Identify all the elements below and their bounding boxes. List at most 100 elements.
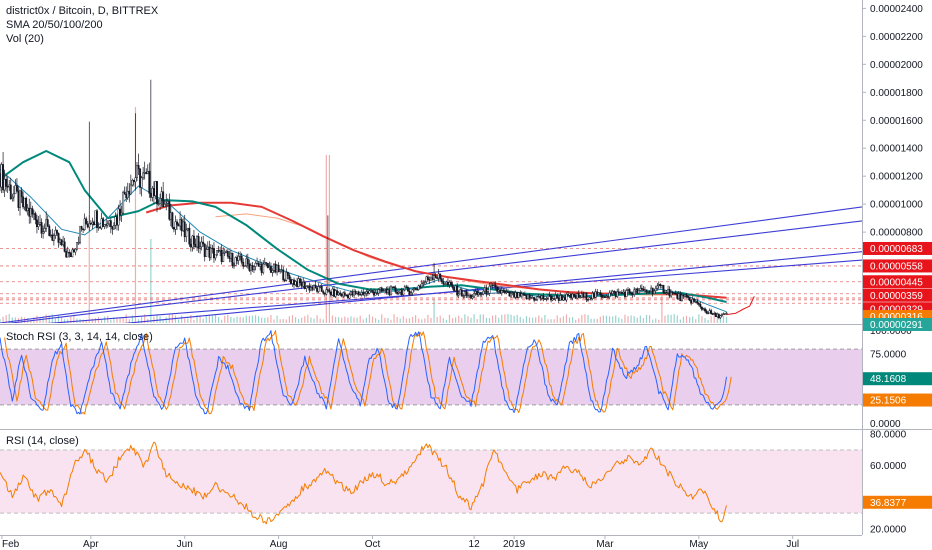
candle-body <box>317 286 320 292</box>
candle-body <box>537 296 540 298</box>
candle-body <box>329 291 332 296</box>
candle-body <box>445 281 448 285</box>
volume-bar <box>624 314 626 323</box>
candle-body <box>442 281 445 285</box>
candle-body <box>720 314 723 317</box>
candle-body <box>42 231 45 234</box>
time-tick-label: Jul <box>786 539 799 550</box>
candle-body <box>197 236 200 249</box>
stoch-tick-label: 100.0000 <box>870 326 912 337</box>
candle-body <box>188 227 191 245</box>
candle-body <box>265 262 268 264</box>
volume-bar <box>584 314 586 323</box>
volume-bar <box>482 314 484 323</box>
volume-bar <box>378 319 380 323</box>
candle-body <box>222 252 225 263</box>
volume-bar <box>227 314 229 323</box>
candle-body <box>348 294 351 299</box>
candle-body <box>393 286 396 289</box>
candle-body <box>296 281 299 287</box>
candle-body <box>588 297 591 300</box>
volume-bar <box>193 319 195 323</box>
candle-body <box>77 242 80 244</box>
candle-body <box>205 249 208 257</box>
candle-body <box>353 291 355 296</box>
candle-body <box>511 292 514 294</box>
volume-bar <box>513 315 515 323</box>
volume-bar <box>556 315 558 323</box>
rsi-legend[interactable]: RSI (14, close) <box>6 435 79 447</box>
candle-body <box>345 294 348 297</box>
price-badge-bg <box>863 288 932 302</box>
volume-bar <box>165 317 167 323</box>
trend-line-1[interactable] <box>0 206 862 323</box>
candle-body <box>32 213 35 215</box>
candle-body <box>302 281 305 287</box>
candle-body <box>645 289 648 293</box>
candle-body <box>49 234 52 237</box>
volume-bar <box>39 317 41 323</box>
volume-bar <box>411 317 414 323</box>
candle-body <box>377 289 380 294</box>
volume-bar <box>682 316 685 323</box>
volume-bar <box>707 319 709 323</box>
volume-bar <box>224 315 226 323</box>
candle-body <box>597 292 600 295</box>
volume-bar <box>51 314 53 323</box>
volume-bar <box>57 315 60 323</box>
candle-body <box>594 291 597 298</box>
candle-body <box>371 290 374 293</box>
candle-body <box>137 165 140 170</box>
stoch-k-value-badge: 48.1608 <box>870 374 907 385</box>
candle-body <box>257 262 260 267</box>
volume-bar <box>187 318 189 323</box>
volume-bar <box>48 315 50 323</box>
volume-bar <box>325 155 327 323</box>
volume-bar <box>202 318 204 323</box>
candle-body <box>305 286 308 289</box>
trend-line-2[interactable] <box>0 220 862 324</box>
sma-legend[interactable]: SMA 20/50/100/200 <box>6 19 103 31</box>
price-badge-2: 0.00000558 <box>870 261 923 272</box>
candle-body <box>479 292 482 295</box>
volume-bar <box>476 319 478 323</box>
volume-bar <box>239 316 241 323</box>
volume-bar <box>73 314 75 323</box>
volume-legend[interactable]: Vol (20) <box>6 33 44 45</box>
volume-bar <box>455 317 457 323</box>
price-badge-bg <box>863 241 932 255</box>
volume-bar <box>88 215 90 323</box>
volume-bar <box>24 317 26 323</box>
volume-bar <box>60 316 63 323</box>
volume-histogram <box>0 107 728 323</box>
volume-bar <box>221 319 223 323</box>
candle-body <box>502 290 505 292</box>
candle-body <box>682 294 685 297</box>
volume-bar <box>704 318 706 323</box>
symbol-title[interactable]: district0x / Bitcoin, D, BITTREX <box>6 5 159 17</box>
trend-lines[interactable] <box>0 206 862 336</box>
candle-body <box>66 252 69 258</box>
volume-bar <box>162 319 164 323</box>
volume-bar <box>36 315 38 323</box>
candle-body <box>0 164 3 188</box>
candle-body <box>46 219 49 227</box>
volume-bar <box>498 317 500 323</box>
candle-body <box>499 289 502 294</box>
candle-body <box>710 310 713 315</box>
candle-body <box>322 291 325 294</box>
candle-body <box>168 200 171 220</box>
volume-bar <box>217 317 220 323</box>
trend-line-4[interactable] <box>0 259 862 327</box>
candle-body <box>516 292 519 298</box>
candle-body <box>142 172 145 179</box>
candle-body <box>6 186 9 188</box>
candle-body <box>326 289 329 291</box>
volume-bar <box>495 315 497 323</box>
candle-body <box>616 291 619 297</box>
candle-body <box>380 287 383 292</box>
candle-body <box>654 287 657 292</box>
candle-body <box>662 284 665 293</box>
stoch-rsi-legend[interactable]: Stoch RSI (3, 3, 14, 14, close) <box>6 331 153 343</box>
